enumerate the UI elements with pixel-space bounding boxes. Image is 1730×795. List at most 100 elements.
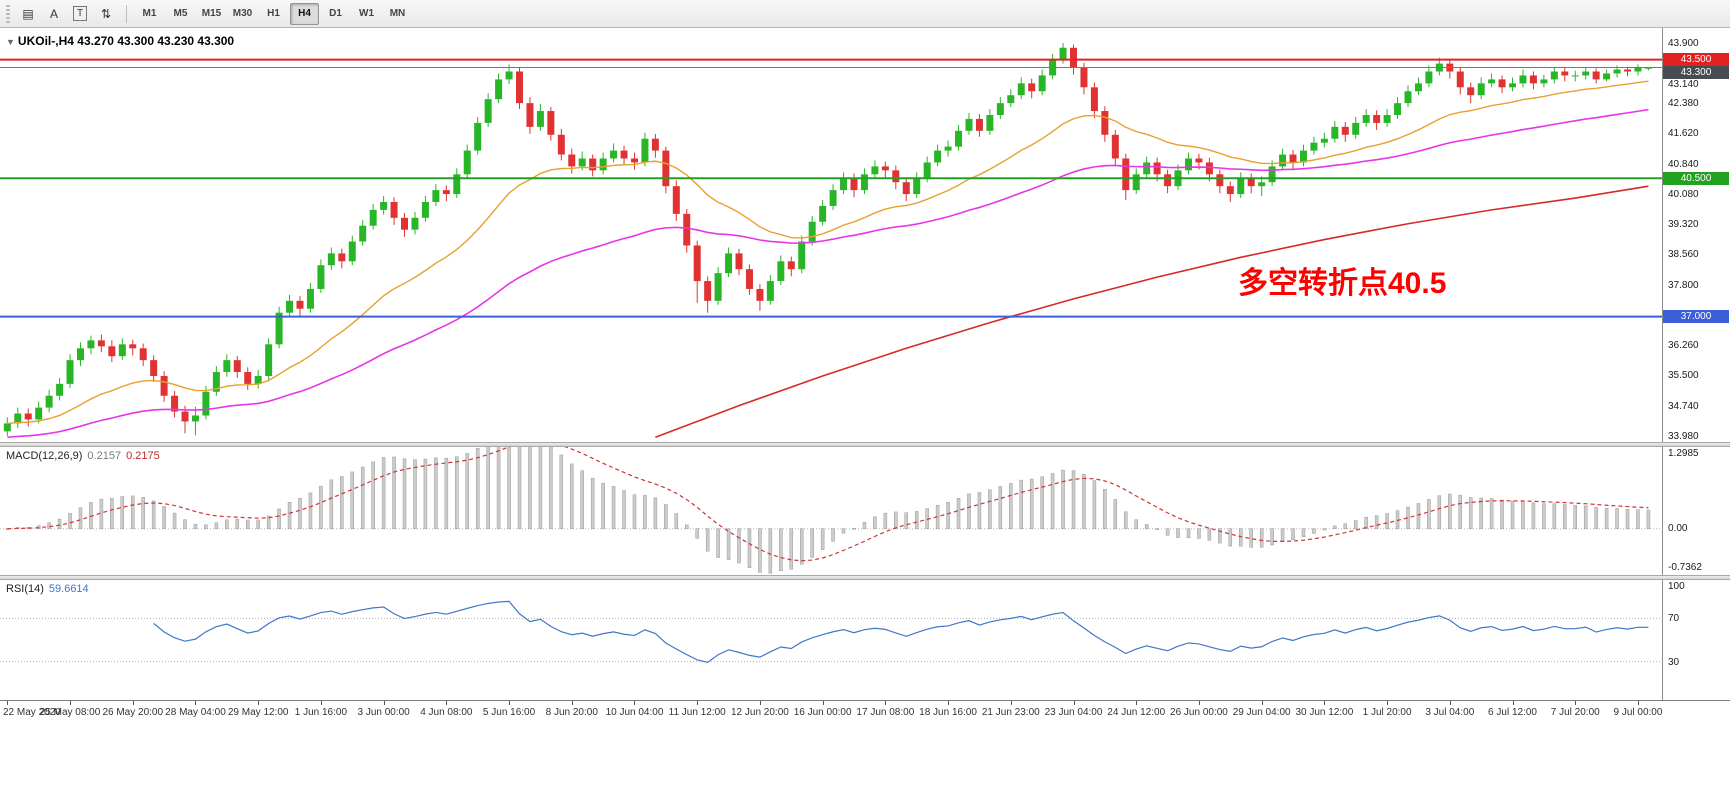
timeframe-button-m1[interactable]: M1	[142, 8, 157, 19]
time-tick	[132, 701, 134, 705]
price-badge: 43.500	[1663, 53, 1729, 67]
price-axis-label: 39.320	[1668, 219, 1699, 231]
time-axis-label: 24 Jun 12:00	[1107, 707, 1166, 718]
time-axis-label: 4 Jun 08:00	[420, 707, 473, 718]
main-chart-panel: ▼ UKOil-,H4 43.270 43.300 43.230 43.300 多…	[0, 28, 1730, 442]
price-axis-label: 42.380	[1668, 98, 1699, 110]
toolbar-grip[interactable]	[6, 4, 10, 23]
rsi-value: 59.6614	[48, 583, 89, 595]
timeframe-button-d1[interactable]: D1	[329, 8, 342, 19]
time-tick	[1324, 701, 1326, 705]
bottom-spacer	[0, 724, 1730, 795]
macd-name: MACD(12,26,9)	[6, 450, 83, 462]
time-axis-label: 6 Jul 12:00	[1488, 707, 1537, 718]
time-axis-label: 1 Jul 20:00	[1362, 707, 1412, 718]
timeframe-button-m15[interactable]: M15	[201, 8, 222, 19]
time-axis-label: 12 Jun 20:00	[730, 707, 789, 718]
macd-panel: MACD(12,26,9) 0.2157 0.2175 1.2985 0.00 -0.7…	[0, 447, 1730, 575]
time-axis-label: 30 Jun 12:00	[1295, 707, 1354, 718]
time-tick	[1575, 701, 1577, 705]
time-axis-label: 1 Jun 16:00	[294, 707, 348, 718]
rsi-name: RSI(14)	[6, 583, 44, 595]
time-tick	[634, 701, 636, 705]
rsi-axis-label: 70	[1668, 613, 1680, 625]
time-tick	[822, 701, 824, 705]
price-axis-label: 37.800	[1668, 279, 1699, 291]
timeframe-button-m30[interactable]: M30	[232, 8, 253, 19]
macd-label: MACD(12,26,9) 0.2157 0.2175	[6, 450, 160, 462]
time-axis[interactable]: 22 May 2020 25 May 08:00 26 May 20:00 28 Ma…	[0, 700, 1730, 725]
chart-tool-icon: ▤	[22, 6, 34, 21]
time-axis-label: 17 Jun 08:00	[856, 707, 915, 718]
price-axis-label: 41.620	[1668, 128, 1699, 140]
time-tick	[7, 701, 9, 705]
quote-symbol: UKOil-,H4	[17, 34, 74, 48]
price-axis-label: 43.900	[1668, 38, 1699, 50]
price-axis-label: 34.740	[1668, 400, 1699, 412]
quote-ohlc: 43.270 43.300 43.230 43.300	[77, 34, 235, 48]
time-axis-label: 29 Jun 04:00	[1232, 707, 1291, 718]
macd-canvas[interactable]	[0, 447, 1662, 575]
chart-toolbar: ▤ A T ⇅ M1 M5 M15 M30 H1 H4 D1 W1 MN	[0, 0, 1730, 28]
cursor-tool-button[interactable]: A	[42, 3, 66, 25]
text-tool-button[interactable]: T	[68, 3, 92, 25]
price-axis-label: 38.560	[1668, 249, 1699, 261]
price-axis-label: 33.980	[1668, 430, 1699, 442]
time-axis-label: 16 Jun 00:00	[793, 707, 852, 718]
price-badge: 40.500	[1663, 171, 1729, 185]
toolbar-separator	[126, 4, 127, 23]
rsi-canvas[interactable]	[0, 580, 1662, 700]
time-axis-label: 29 May 12:00	[227, 707, 289, 718]
indicators-tool-button[interactable]: ⇅	[94, 3, 118, 25]
chart-tool-button[interactable]: ▤	[16, 3, 40, 25]
time-axis-label: 5 Jun 16:00	[482, 707, 536, 718]
price-axis-label: 40.080	[1668, 189, 1699, 201]
rsi-panel: RSI(14) 59.6614 100 70 30	[0, 580, 1730, 700]
price-axis-label: 36.260	[1668, 340, 1699, 352]
timeframe-button-h4[interactable]: H4	[290, 2, 319, 25]
rsi-axis-label: 30	[1668, 656, 1680, 668]
quote-line: ▼ UKOil-,H4 43.270 43.300 43.230 43.300	[6, 34, 234, 48]
quote-collapse-icon[interactable]: ▼	[6, 37, 15, 47]
time-axis-label: 11 Jun 12:00	[668, 707, 726, 718]
chart-annotation-text[interactable]: 多空转折点40.5	[1238, 267, 1447, 300]
time-tick	[383, 701, 385, 705]
timeframe-button-h1[interactable]: H1	[267, 8, 280, 19]
macd-axis-label: 0.00	[1668, 522, 1688, 534]
time-tick	[258, 701, 260, 705]
price-axis-label: 35.500	[1668, 370, 1699, 382]
cursor-tool-icon: A	[49, 6, 58, 21]
macd-axis-label: 1.2985	[1668, 448, 1699, 459]
time-tick	[571, 701, 573, 705]
timeframe-button-mn[interactable]: MN	[389, 8, 406, 19]
time-tick	[1198, 701, 1200, 705]
time-tick	[697, 701, 699, 705]
panel-splitter-macd[interactable]	[0, 442, 1730, 447]
time-tick	[70, 701, 72, 705]
time-tick	[1637, 701, 1639, 705]
time-tick	[1449, 701, 1451, 705]
time-tick	[1261, 701, 1263, 705]
time-tick	[1010, 701, 1012, 705]
time-axis-label: 3 Jul 04:00	[1425, 707, 1475, 718]
timeframe-button-w1[interactable]: W1	[359, 8, 374, 19]
panel-splitter-rsi[interactable]	[0, 575, 1730, 580]
text-tool-icon: T	[72, 6, 88, 21]
time-axis-label: 7 Jul 20:00	[1550, 707, 1600, 718]
price-axis-label: 40.840	[1668, 159, 1699, 171]
time-axis-label: 25 May 08:00	[39, 707, 101, 718]
macd-value-main: 0.2157	[87, 450, 122, 462]
time-axis-label: 10 Jun 04:00	[605, 707, 664, 718]
main-chart-canvas[interactable]	[0, 28, 1662, 442]
indicators-tool-icon: ⇅	[100, 6, 112, 21]
macd-value-signal: 0.2175	[126, 450, 160, 462]
price-axis-border	[1662, 28, 1663, 724]
time-axis-label: 9 Jul 00:00	[1613, 707, 1663, 718]
price-badge: 37.000	[1663, 310, 1729, 324]
time-axis-label: 28 May 04:00	[165, 707, 226, 718]
timeframe-button-m5[interactable]: M5	[173, 8, 188, 19]
timeframe-buttons: M1 M5 M15 M30 H1 H4 D1 W1 MN	[135, 2, 412, 25]
time-tick	[1387, 701, 1389, 705]
macd-axis-label: -0.7362	[1668, 562, 1702, 573]
time-tick	[885, 701, 887, 705]
